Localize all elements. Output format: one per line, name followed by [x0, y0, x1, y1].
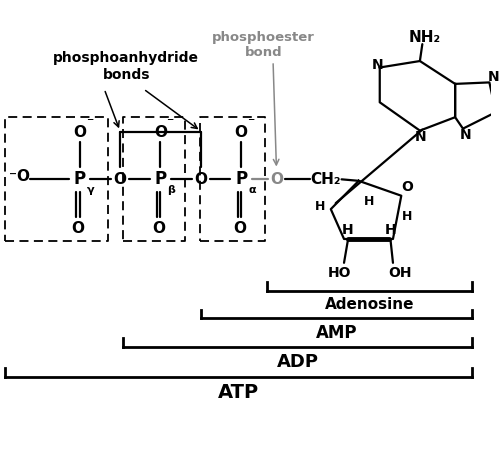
Text: ⁻: ⁻ — [86, 115, 93, 129]
Text: H: H — [342, 223, 353, 237]
Text: OH: OH — [388, 266, 412, 280]
Text: O: O — [401, 180, 413, 194]
Text: phosphoester: phosphoester — [212, 31, 314, 44]
Text: ⁻: ⁻ — [166, 115, 174, 129]
Text: H: H — [364, 195, 374, 208]
Text: ⁻: ⁻ — [248, 115, 254, 129]
Text: AMP: AMP — [316, 325, 358, 342]
Text: O: O — [114, 172, 126, 187]
Text: bonds: bonds — [102, 68, 150, 82]
Text: N: N — [415, 129, 426, 144]
Text: γ: γ — [86, 185, 94, 195]
Text: O: O — [270, 172, 283, 187]
Text: β: β — [168, 185, 175, 195]
Text: N: N — [372, 58, 383, 72]
Text: O: O — [152, 220, 166, 235]
Text: P: P — [235, 170, 248, 189]
Text: Adenosine: Adenosine — [324, 297, 414, 312]
Text: O: O — [73, 125, 86, 140]
Text: O: O — [234, 125, 248, 140]
Text: ATP: ATP — [218, 383, 260, 402]
Text: bond: bond — [244, 46, 282, 59]
Text: P: P — [74, 170, 86, 189]
Text: CH₂: CH₂ — [310, 172, 340, 187]
Text: phosphoanhydride: phosphoanhydride — [53, 51, 199, 65]
Text: H: H — [402, 210, 412, 223]
Text: ⁻O: ⁻O — [10, 169, 30, 184]
Text: α: α — [248, 185, 256, 195]
Text: O: O — [194, 172, 207, 187]
Text: NH₂: NH₂ — [408, 30, 441, 45]
Text: H: H — [315, 200, 325, 213]
Text: P: P — [154, 170, 166, 189]
Text: H: H — [384, 223, 396, 237]
Text: HO: HO — [328, 266, 351, 280]
Text: O: O — [154, 125, 167, 140]
Text: N: N — [460, 128, 471, 142]
Text: O: O — [72, 220, 85, 235]
Text: ADP: ADP — [276, 353, 318, 371]
Text: N: N — [488, 70, 499, 84]
Text: O: O — [234, 220, 246, 235]
